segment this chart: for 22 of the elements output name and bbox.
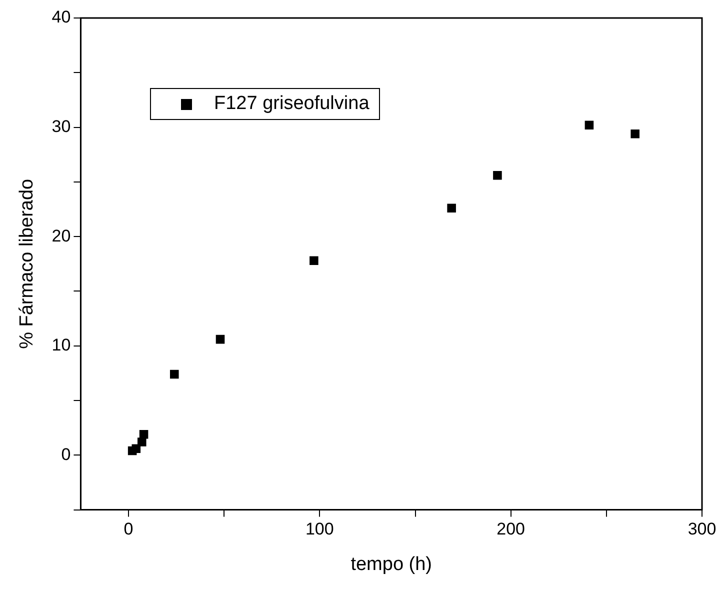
- y-axis-title: % Fármaco liberado: [16, 178, 38, 349]
- x-tick-label: 200: [496, 520, 526, 539]
- point: [170, 370, 179, 379]
- x-tick-label: 0: [124, 520, 134, 539]
- point: [584, 120, 594, 130]
- y-tick-label: 10: [52, 336, 71, 355]
- x-tick-label: 300: [688, 520, 716, 539]
- y-tick-label: 20: [52, 226, 71, 246]
- point: [216, 334, 225, 344]
- y-tick-label: 30: [52, 116, 71, 136]
- x-tick-label: 100: [305, 520, 334, 539]
- point: [137, 438, 146, 446]
- point: [447, 204, 456, 213]
- point: [310, 256, 318, 266]
- point: [139, 430, 148, 439]
- legend-label: F127 griseofulvina: [214, 93, 370, 115]
- y-tick-label: 0: [61, 444, 71, 464]
- point: [630, 129, 640, 138]
- point: [493, 170, 502, 180]
- x-axis-title: tempo (h): [350, 554, 432, 575]
- point: [132, 444, 141, 453]
- y-tick-label: 40: [52, 8, 71, 27]
